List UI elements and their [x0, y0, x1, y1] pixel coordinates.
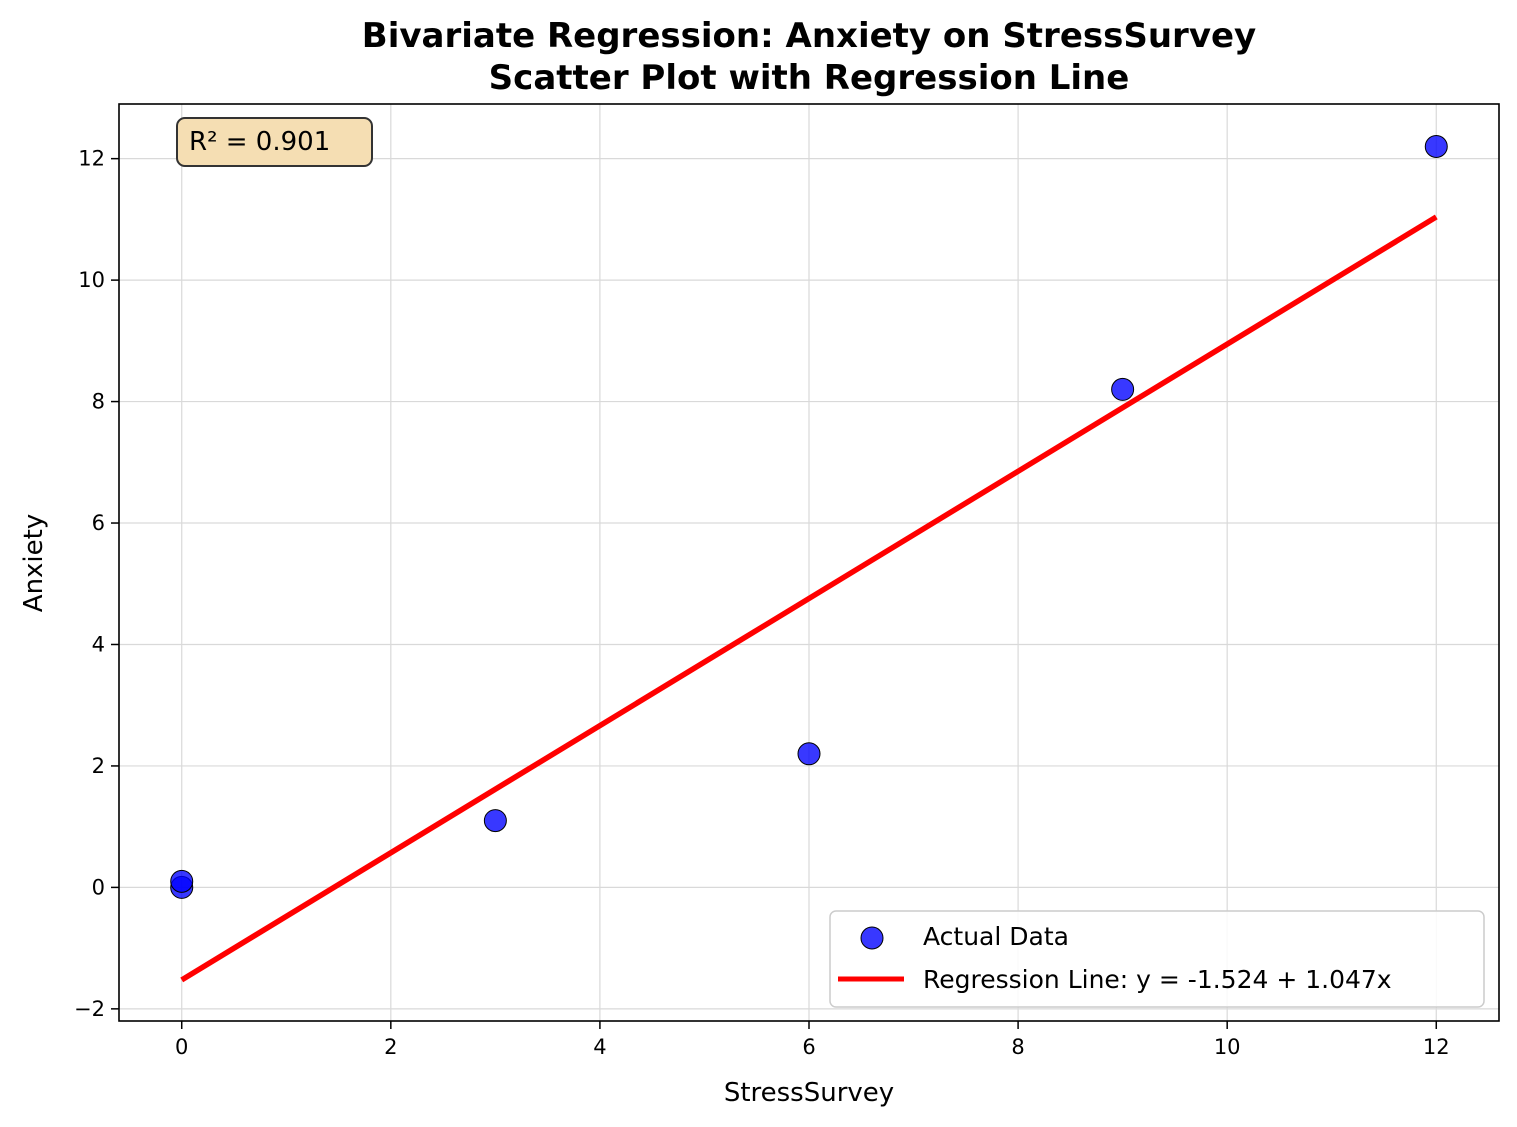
y-axis-label: Anxiety — [19, 514, 49, 612]
legend-label-actual-data: Actual Data — [923, 922, 1069, 951]
x-tick-label: 6 — [802, 1035, 815, 1059]
grid — [119, 104, 1499, 1021]
legend-marker-actual-data — [860, 926, 884, 950]
x-tick-label: 4 — [593, 1035, 606, 1059]
legend: Actual Data Regression Line: y = -1.524 … — [829, 910, 1485, 1008]
y-tick-label: 6 — [92, 511, 105, 535]
x-tick-label: 2 — [384, 1035, 397, 1059]
data-point — [1111, 377, 1135, 401]
legend-label-regression-line: Regression Line: y = -1.524 + 1.047x — [923, 965, 1392, 994]
data-point — [483, 809, 507, 833]
x-tick-label: 12 — [1423, 1035, 1450, 1059]
data-point — [1424, 135, 1448, 159]
plot-area — [170, 135, 1448, 983]
data-point — [797, 742, 821, 766]
y-tick-label: −2 — [74, 997, 105, 1021]
y-tick-label: 4 — [92, 632, 105, 656]
regression-line — [180, 214, 1438, 983]
y-tick-label: 12 — [78, 147, 105, 171]
x-tick-label: 10 — [1214, 1035, 1241, 1059]
axis-ticks: 0 2 4 6 8 10 12 −2 0 2 4 6 8 10 12 — [74, 147, 1450, 1059]
data-point — [170, 869, 194, 893]
y-tick-label: 0 — [92, 875, 105, 899]
r-squared-box — [176, 117, 373, 167]
x-tick-label: 8 — [1011, 1035, 1024, 1059]
r-squared-annotation: R² = 0.901 — [176, 117, 373, 167]
x-axis-label: StressSurvey — [724, 1078, 894, 1108]
legend-box — [829, 910, 1485, 1008]
chart-title-line-1: Bivariate Regression: Anxiety on StressS… — [362, 16, 1256, 56]
chart-title-line-2: Scatter Plot with Regression Line — [489, 58, 1130, 98]
y-tick-label: 10 — [78, 268, 105, 292]
y-tick-label: 8 — [92, 390, 105, 414]
x-tick-label: 0 — [175, 1035, 188, 1059]
r-squared-text: R² = 0.901 — [189, 127, 330, 157]
y-tick-label: 2 — [92, 754, 105, 778]
